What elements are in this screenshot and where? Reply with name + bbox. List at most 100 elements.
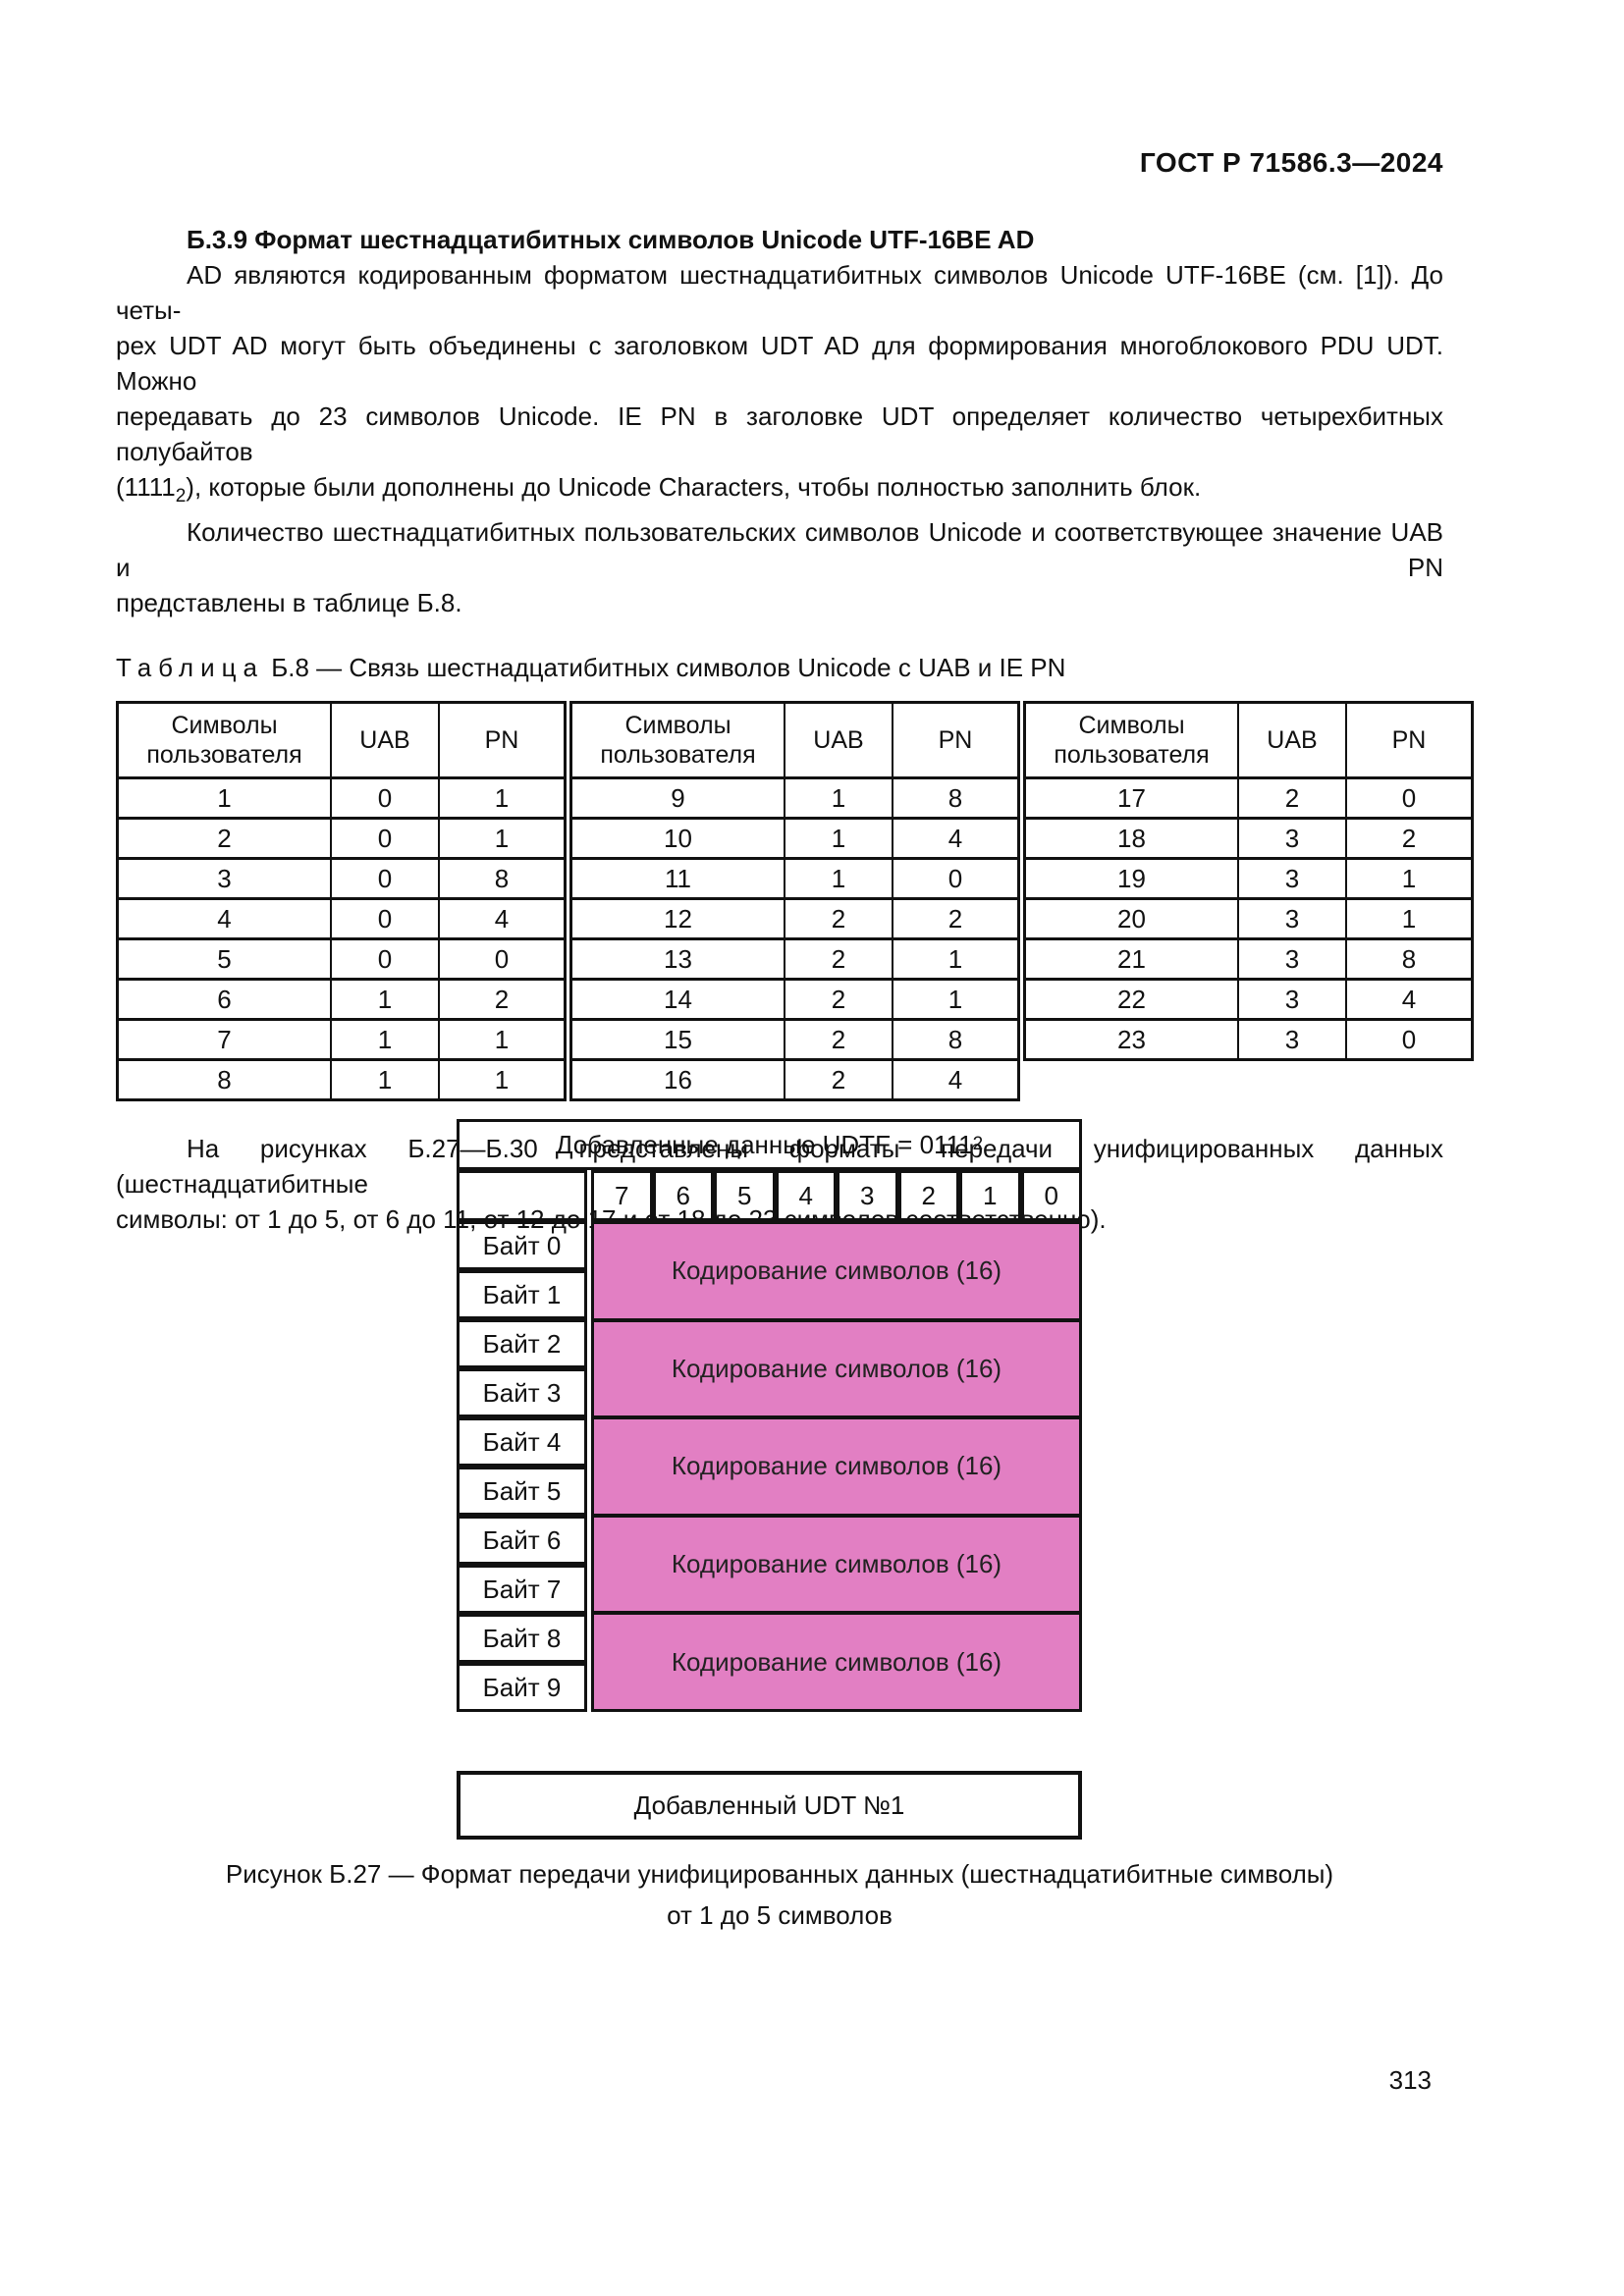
encoding-block: Кодирование символов (16) bbox=[594, 1419, 1079, 1518]
table-cell: 11 bbox=[569, 857, 785, 901]
table-cell: 1 bbox=[784, 776, 893, 821]
table-column-header: Символы пользователя bbox=[569, 701, 785, 780]
table-cell: 0 bbox=[330, 897, 440, 941]
table-column-header: UAB bbox=[330, 701, 440, 780]
table-cell: 2 bbox=[784, 978, 893, 1022]
table-cell: 9 bbox=[569, 776, 785, 821]
table-cell: 19 bbox=[1023, 857, 1239, 901]
table-column-header: Символы пользователя bbox=[116, 701, 332, 780]
table-b8-group: Символы пользователя UAB PN 9 1 8 10 1 4 11 1 0 12 2 2… bbox=[569, 701, 1020, 1102]
table-caption-label: Таблица bbox=[116, 653, 264, 683]
table-cell: 1 bbox=[438, 776, 567, 821]
paragraph-line: рех UDT AD могут быть объединены с загол… bbox=[116, 331, 1443, 396]
table-cell: 0 bbox=[1345, 776, 1474, 821]
page-number: 313 bbox=[1388, 2065, 1432, 2095]
table-cell: 0 bbox=[330, 857, 440, 901]
table-row: 17 2 0 bbox=[1023, 776, 1474, 821]
figure-body: Байт 0 Байт 1 Байт 2 Байт 3 Байт 4 Байт 5 Байт… bbox=[457, 1221, 1082, 1712]
table-cell: 1 bbox=[438, 1018, 567, 1062]
byte-label-box: Байт 1 bbox=[457, 1270, 587, 1319]
table-cell: 3 bbox=[1237, 978, 1347, 1022]
table-row: 18 3 2 bbox=[1023, 817, 1474, 861]
table-cell: 3 bbox=[1237, 1018, 1347, 1062]
table-cell: 2 bbox=[892, 897, 1020, 941]
table-cell: 1 bbox=[1345, 897, 1474, 941]
table-row: 13 2 1 bbox=[569, 937, 1020, 982]
paragraph-line: Количество шестнадцатибитных пользовател… bbox=[116, 517, 1443, 583]
figure-caption-line2: от 1 до 5 символов bbox=[667, 1900, 893, 1930]
table-column-header: PN bbox=[438, 701, 567, 780]
table-cell: 8 bbox=[892, 1018, 1020, 1062]
table-cell: 23 bbox=[1023, 1018, 1239, 1062]
table-cell: 8 bbox=[438, 857, 567, 901]
bit-cell: 6 bbox=[652, 1170, 714, 1221]
table-cell: 0 bbox=[330, 937, 440, 982]
table-cell: 2 bbox=[784, 1018, 893, 1062]
bit-cell: 1 bbox=[959, 1170, 1021, 1221]
paragraph-line: На рисунках Б.27—Б.30 представлены форма… bbox=[116, 1134, 1443, 1200]
table-row: 22 3 4 bbox=[1023, 978, 1474, 1022]
table-cell: 22 bbox=[1023, 978, 1239, 1022]
bit-header-empty-cell bbox=[457, 1170, 587, 1221]
byte-label-box: Байт 5 bbox=[457, 1467, 587, 1516]
byte-label-box: Байт 2 bbox=[457, 1319, 587, 1368]
table-cell: 3 bbox=[1237, 937, 1347, 982]
table-row: 21 3 8 bbox=[1023, 937, 1474, 982]
table-cell: 0 bbox=[330, 776, 440, 821]
table-cell: 1 bbox=[438, 817, 567, 861]
table-cell: 8 bbox=[1345, 937, 1474, 982]
table-cell: 3 bbox=[1237, 857, 1347, 901]
subscript: 2 bbox=[175, 486, 187, 507]
table-cell: 12 bbox=[569, 897, 785, 941]
section-heading: Б.3.9 Формат шестнадцатибитных символов … bbox=[187, 225, 1035, 254]
table-cell: 3 bbox=[116, 857, 332, 901]
table-cell: 0 bbox=[438, 937, 567, 982]
table-cell: 14 bbox=[569, 978, 785, 1022]
table-cell: 4 bbox=[1345, 978, 1474, 1022]
encoding-block: Кодирование символов (16) bbox=[594, 1517, 1079, 1616]
table-caption: Таблица Б.8 — Связь шестнадцатибитных си… bbox=[116, 650, 1443, 685]
table-cell: 5 bbox=[116, 937, 332, 982]
table-b8-group: Символы пользователя UAB PN 17 2 0 18 3 2 19 3 1 20 3… bbox=[1023, 701, 1474, 1062]
table-cell: 1 bbox=[892, 937, 1020, 982]
bit-cell: 4 bbox=[775, 1170, 837, 1221]
udt-box: Добавленный UDT №1 bbox=[457, 1771, 1082, 1840]
paragraph-line: передавать до 23 символов Unicode. IE PN… bbox=[116, 401, 1443, 466]
paragraph-line: представлены в таблице Б.8. bbox=[116, 588, 462, 618]
subscript: 2 bbox=[972, 1134, 984, 1154]
table-cell: 8 bbox=[116, 1058, 332, 1102]
table-cell: 2 bbox=[784, 897, 893, 941]
table-row: 15 2 8 bbox=[569, 1018, 1020, 1062]
paragraph-line: AD являются кодированным форматом шестна… bbox=[116, 260, 1443, 325]
table-row: 16 2 4 bbox=[569, 1058, 1020, 1102]
table-cell: 4 bbox=[892, 817, 1020, 861]
table-cell: 1 bbox=[116, 776, 332, 821]
table-column-header: UAB bbox=[784, 701, 893, 780]
bit-cell: 0 bbox=[1020, 1170, 1082, 1221]
byte-label-box: Байт 8 bbox=[457, 1614, 587, 1663]
table-cell: 18 bbox=[1023, 817, 1239, 861]
table-cell: 15 bbox=[569, 1018, 785, 1062]
table-cell: 4 bbox=[892, 1058, 1020, 1102]
table-row: 20 3 1 bbox=[1023, 897, 1474, 941]
byte-label-box: Байт 4 bbox=[457, 1417, 587, 1467]
table-cell: 17 bbox=[1023, 776, 1239, 821]
table-cell: 0 bbox=[330, 817, 440, 861]
byte-label-box: Байт 7 bbox=[457, 1565, 587, 1614]
table-caption-text: Б.8 — Связь шестнадцатибитных символов U… bbox=[271, 653, 1066, 683]
table-row: 11 1 0 bbox=[569, 857, 1020, 901]
table-row: 12 2 2 bbox=[569, 897, 1020, 941]
table-cell: 8 bbox=[892, 776, 1020, 821]
paragraph-text: ), которые были дополнены до Unicode Cha… bbox=[186, 472, 1202, 502]
byte-label-box: Байт 0 bbox=[457, 1221, 587, 1270]
table-cell: 2 bbox=[1237, 776, 1347, 821]
table-b8-group: Символы пользователя UAB PN 1 0 1 2 0 1 3 0 8 4 0 4 5 0 0… bbox=[116, 701, 567, 1102]
